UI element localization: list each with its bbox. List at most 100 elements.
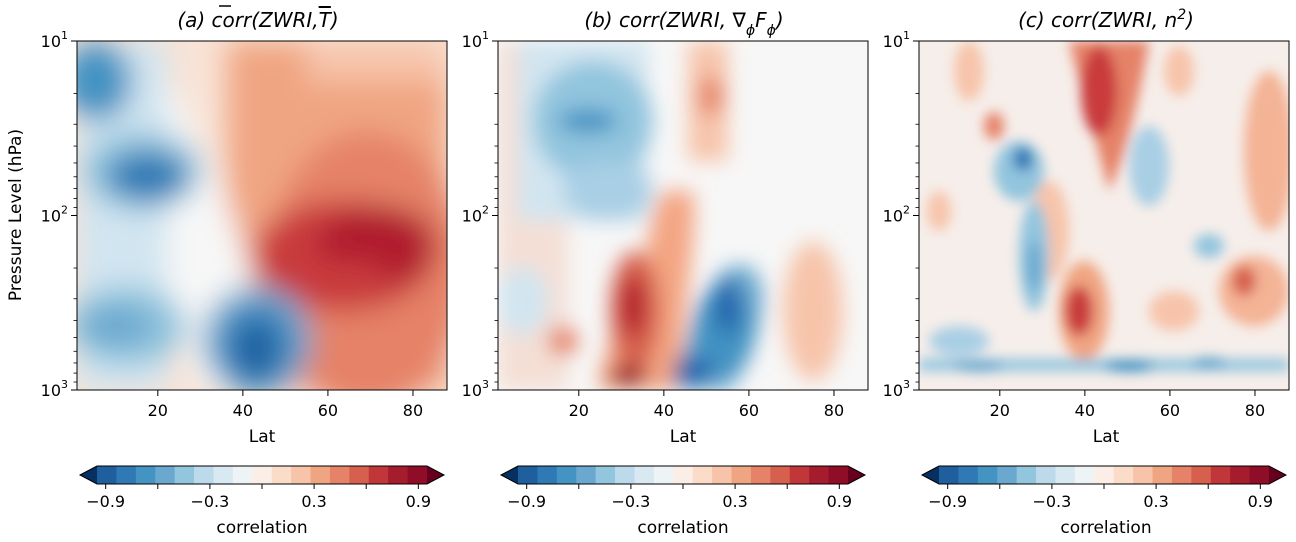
colorbar-a-segment <box>213 466 234 484</box>
colorbar-b-segment <box>828 466 849 484</box>
colorbar-b-outline <box>499 465 867 485</box>
colorbar-b-segment <box>712 466 733 484</box>
panel-c-xtick-label-20: 20 <box>990 401 1010 420</box>
panel-c-xlabel: Lat <box>1093 427 1120 447</box>
colorbar-a-segment <box>407 466 428 484</box>
panel-b: (b) corr(ZWRI, ∇ϕFϕ) <box>462 8 869 447</box>
panel-a-ytick-label-100: 102 <box>41 204 68 226</box>
panel-a-xtick-label-40: 40 <box>233 401 253 420</box>
colorbar-a-segment <box>310 466 331 484</box>
colorbar-a-segment <box>97 466 117 484</box>
panel-a-xtick-label-20: 20 <box>148 401 168 420</box>
colorbar-c-segment <box>1133 466 1154 484</box>
colorbar-a-segment <box>232 466 253 484</box>
colorbar-b-segment <box>634 466 655 484</box>
panel-b-xtick-label-60: 60 <box>739 401 759 420</box>
colorbar-b-segment <box>653 466 674 484</box>
colorbar-c: correlation −0.9 −0.3 0.3 0.9 <box>920 465 1288 538</box>
panel-c-ytick-label-1000: 103 <box>883 378 910 400</box>
colorbar-c-segment <box>1210 466 1231 484</box>
colorbar-a-segment <box>271 466 292 484</box>
panel-b-plot-area <box>498 41 868 390</box>
panel-b-xtick-label-20: 20 <box>569 401 589 420</box>
colorbar-c-segment <box>1152 466 1173 484</box>
colorbar-a-segment <box>194 466 214 484</box>
colorbar-b-segment <box>576 466 597 484</box>
panel-b-ytick-label-10: 101 <box>462 29 489 51</box>
colorbar-c-extend-low <box>922 466 939 484</box>
panel-a-x-axis: 20 40 60 80 <box>148 390 423 420</box>
panel-a-ylabel: Pressure Level (hPa) <box>6 129 26 301</box>
colorbar-a-tick-label: 0.3 <box>301 492 326 511</box>
colorbar-b-segment <box>809 466 830 484</box>
colorbar-b-tick-label: −0.3 <box>611 492 650 511</box>
colorbar-a-segment <box>155 466 176 484</box>
colorbar-c-label: correlation <box>1060 518 1151 537</box>
colorbar-a-segment <box>291 466 312 484</box>
colorbar-b-segment <box>692 466 713 484</box>
colorbar-a-segment <box>174 466 195 484</box>
colorbar-c-segment <box>1113 466 1134 484</box>
panel-a-plot-area <box>77 41 447 390</box>
colorbar-a-tick-label: 0.9 <box>406 492 431 511</box>
panel-a-xtick-label-80: 80 <box>403 401 423 420</box>
panel-c-ytick-label-100: 102 <box>883 204 910 226</box>
panel-b-y-axis: 101 102 103 <box>462 29 498 400</box>
colorbar-a-tick-label: −0.9 <box>86 492 125 511</box>
colorbar-a-segment <box>116 466 137 484</box>
colorbar-b-segment <box>595 466 616 484</box>
colorbar-a-segment <box>349 466 370 484</box>
colorbar-b-tick-label: 0.9 <box>827 492 852 511</box>
colorbar-b-tick-label: 0.3 <box>722 492 747 511</box>
colorbar-b-segment <box>615 466 635 484</box>
panel-c: (c) corr(ZWRI, n2) <box>883 7 1290 447</box>
colorbar-c-segment <box>958 466 979 484</box>
colorbar-a-segment <box>252 466 273 484</box>
panel-a-xlabel: Lat <box>249 427 276 447</box>
colorbar-a-segment <box>135 466 156 484</box>
colorbar-c-segment <box>1036 466 1056 484</box>
colorbar-b-segment <box>537 466 558 484</box>
colorbar-c-segment <box>1074 466 1095 484</box>
panel-c-xtick-label-40: 40 <box>1075 401 1095 420</box>
panel-a-ytick-label-1000: 103 <box>41 378 68 400</box>
panel-a-ytick-label-10: 101 <box>41 29 68 51</box>
colorbar-b-label: correlation <box>637 518 728 537</box>
colorbar-c-outline <box>920 465 1288 485</box>
panel-a-title: (a) corr(ZWRI,T) <box>177 8 338 32</box>
panel-a-y-axis: 101 102 103 <box>41 29 77 400</box>
colorbar-b-extend-low <box>501 466 518 484</box>
colorbar-a-label: correlation <box>216 518 307 537</box>
panel-c-ytick-label-10: 101 <box>883 29 910 51</box>
panel-c-xtick-label-60: 60 <box>1160 401 1180 420</box>
colorbar-c-extend-high <box>1269 466 1286 484</box>
colorbar-a-extend-high <box>427 466 444 484</box>
colorbar-a: correlation −0.9 −0.3 0.3 0.9 <box>78 465 446 538</box>
panel-b-title: (b) corr(ZWRI, ∇ϕFϕ) <box>584 8 783 39</box>
colorbar-c-segment <box>939 466 959 484</box>
panel-b-x-axis: 20 40 60 80 <box>569 390 844 420</box>
panel-b-xtick-label-40: 40 <box>654 401 674 420</box>
colorbar-a-outline <box>78 465 446 485</box>
panel-c-xtick-label-80: 80 <box>1245 401 1265 420</box>
colorbar-c-segment <box>1055 466 1076 484</box>
colorbar-c-segment <box>1249 466 1270 484</box>
colorbar-b-segment <box>556 466 577 484</box>
colorbar-b-segment <box>750 466 771 484</box>
panel-b-ytick-label-100: 102 <box>462 204 489 226</box>
panel-c-title: (c) corr(ZWRI, n2) <box>1018 7 1194 32</box>
panel-b-xlabel: Lat <box>670 427 697 447</box>
panel-c-y-axis: 101 102 103 <box>883 29 919 400</box>
panel-a: (a) corr(ZWRI,T) <box>6 5 448 447</box>
panel-c-plot-area <box>919 41 1289 390</box>
colorbar-a-extend-low <box>80 466 97 484</box>
colorbar-c-tick-label: 0.9 <box>1248 492 1273 511</box>
colorbar-c-tick-label: −0.9 <box>928 492 967 511</box>
colorbar-a-segment <box>388 466 409 484</box>
colorbar-a-segment <box>368 466 389 484</box>
colorbar-c-segment <box>1191 466 1212 484</box>
colorbar-b-segment <box>518 466 538 484</box>
colorbar-b-tick-label: −0.9 <box>507 492 546 511</box>
colorbar-b-segment <box>673 466 694 484</box>
